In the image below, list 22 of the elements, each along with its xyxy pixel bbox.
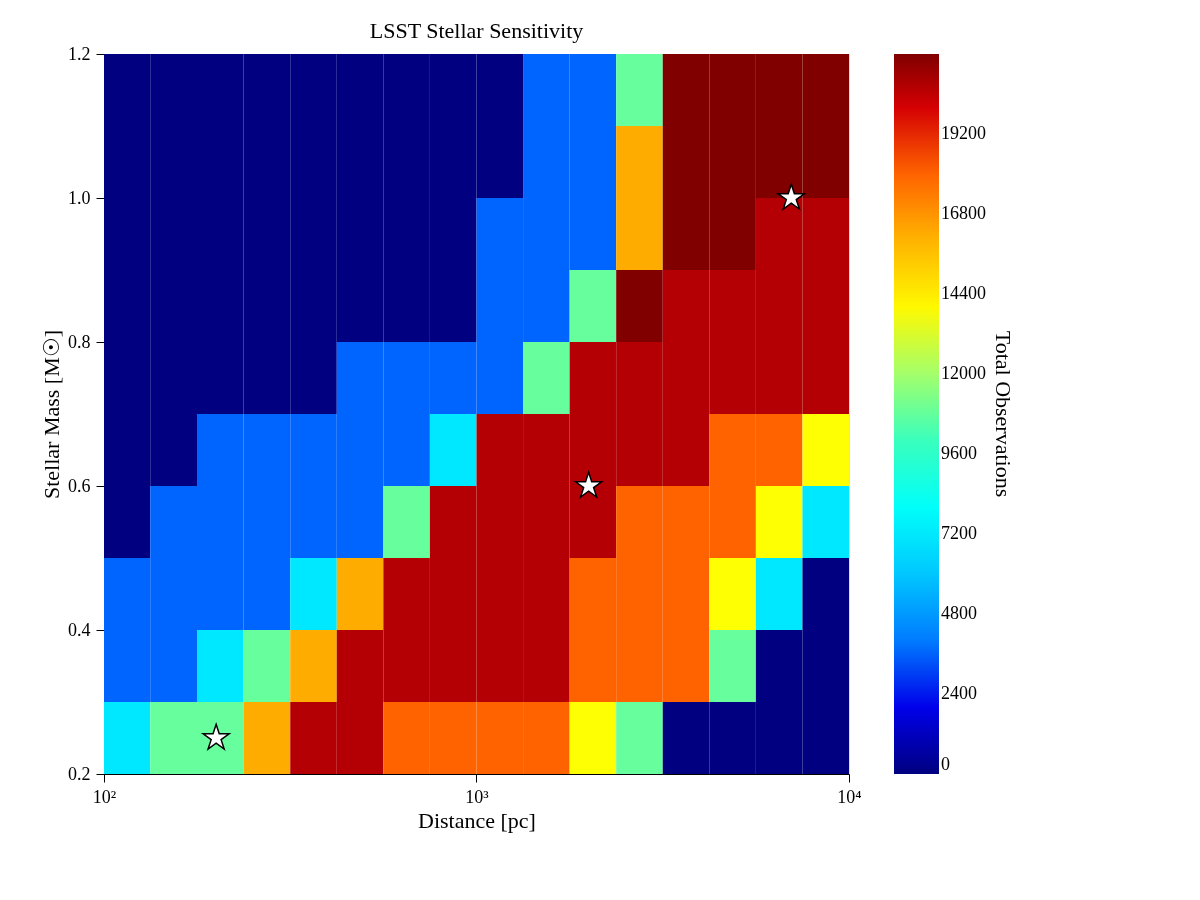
x-axis-title: Distance [pc] <box>418 807 536 833</box>
y-tick-label: 1.0 <box>68 187 91 208</box>
y-tick-label: 0.4 <box>68 619 91 640</box>
y-tick-label: 0.8 <box>68 331 91 352</box>
color-bar-label: 9600 <box>941 443 977 463</box>
color-bar-title: Total Observations <box>991 330 1016 498</box>
color-bar-label: 12000 <box>941 363 986 383</box>
y-tick-label: 1.2 <box>68 43 91 64</box>
y-tick-label: 0.2 <box>68 763 91 784</box>
color-bar-label: 7200 <box>941 523 977 543</box>
x-tick-label: 10² <box>92 786 117 807</box>
color-bar-label: 16800 <box>941 203 986 223</box>
chart-title: LSST Stellar Sensitivity <box>369 18 584 43</box>
color-bar-label: 14400 <box>941 283 986 303</box>
x-tick-label: 10⁴ <box>837 786 862 807</box>
color-bar-label: 19200 <box>941 123 986 143</box>
y-tick-label: 0.6 <box>68 475 91 496</box>
y-axis-title: Stellar Mass [M☉] <box>39 329 64 500</box>
x-tick-label: 10³ <box>465 786 490 807</box>
color-bar-label: 2400 <box>941 683 977 703</box>
color-bar-label: 0 <box>941 754 950 774</box>
color-bar-label: 4800 <box>941 603 977 623</box>
